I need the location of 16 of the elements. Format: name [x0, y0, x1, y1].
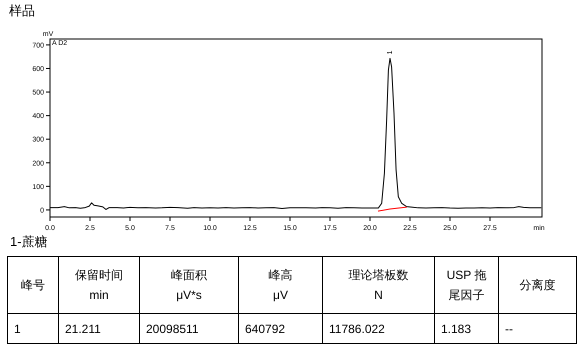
text: 分离度 — [498, 256, 576, 314]
text: 峰面积 μV*s — [140, 256, 238, 314]
text: 1-蔗糖 — [10, 233, 48, 251]
text: 11786.022 — [322, 314, 434, 344]
text: 640792 — [238, 314, 322, 344]
text: 保留时间 min — [58, 256, 140, 314]
text: -- — [498, 314, 576, 344]
text: 20098511 — [140, 314, 238, 344]
text: 理论塔板数 N — [322, 256, 434, 314]
text: 1.183 — [434, 314, 498, 344]
text: 峰高 μV — [238, 256, 322, 314]
text: USP 拖尾因子 — [434, 256, 498, 314]
chart-title: 样品 — [9, 2, 35, 20]
text: 21.211 — [58, 314, 140, 344]
text: 1 — [8, 314, 58, 344]
text: 峰号 — [8, 256, 58, 314]
